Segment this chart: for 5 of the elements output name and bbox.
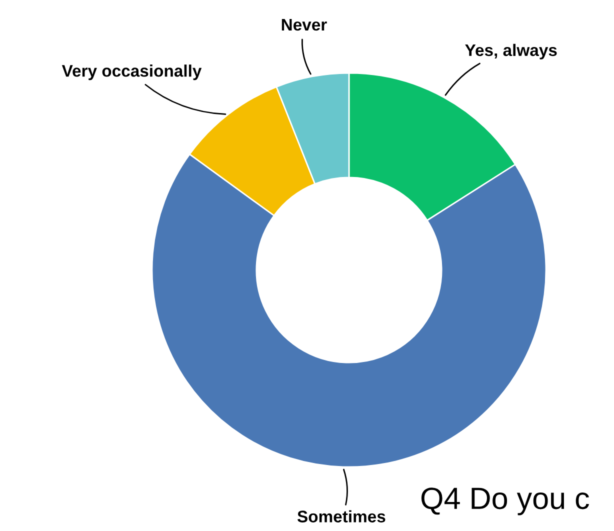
slice-label: Very occasionally <box>62 64 202 80</box>
slice-label: Never <box>282 18 327 31</box>
slice-label: Yes, always <box>465 44 557 60</box>
text: Q4 Do you c <box>421 488 590 516</box>
slice-label: Sometimes <box>297 510 386 522</box>
